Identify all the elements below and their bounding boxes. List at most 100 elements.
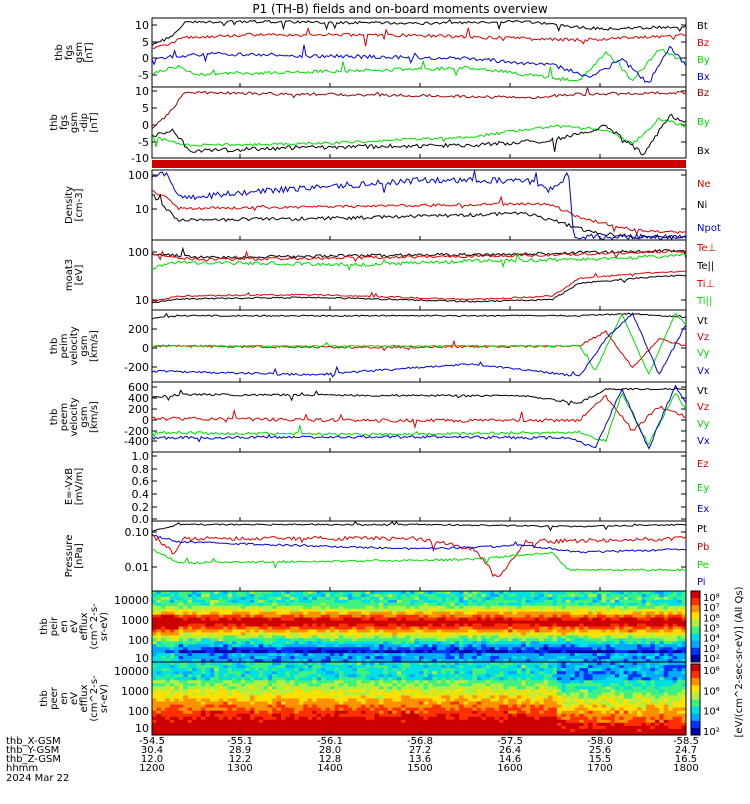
spectro-cell [637, 600, 642, 603]
spectro-cell [477, 702, 482, 705]
spectro-cell [615, 641, 620, 644]
spectro-cell [677, 656, 682, 659]
spectro-cell [183, 627, 188, 630]
spectro-cell [437, 699, 442, 702]
bt-line [152, 20, 686, 46]
spectro-cell [308, 632, 313, 635]
spectro-cell [326, 683, 331, 686]
spectro-cell [366, 638, 371, 641]
spectro-cell [464, 683, 469, 686]
spectro-cell [392, 723, 397, 726]
spectro-cell [406, 711, 411, 714]
spectro-cell [375, 594, 380, 597]
spectro-cell [486, 621, 491, 624]
spectro-cell [490, 708, 495, 711]
spectro-cell [357, 692, 362, 695]
spectro-cell [161, 629, 166, 632]
spectro-cell [156, 629, 161, 632]
spectro-cell [383, 609, 388, 612]
spectro-cell [245, 665, 250, 668]
spectro-cell [619, 641, 624, 644]
spectro-cell [330, 683, 335, 686]
spectro-cell [183, 674, 188, 677]
spectro-cell [490, 680, 495, 683]
spectro-cell [188, 723, 193, 726]
spectro-cell [566, 627, 571, 630]
spectro-cell [312, 720, 317, 723]
spectro-cell [277, 647, 282, 650]
spectro-cell [664, 609, 669, 612]
spectro-cell [241, 708, 246, 711]
spectro-cell [455, 591, 460, 594]
spectro-cell [223, 695, 228, 698]
spectro-cell [321, 671, 326, 674]
spectro-cell [161, 671, 166, 674]
spectro-cell [348, 705, 353, 708]
spectro-cell [366, 677, 371, 680]
spectro-cell [375, 635, 380, 638]
spectro-cell [455, 627, 460, 630]
bz-line [152, 28, 686, 49]
spectro-cell [232, 674, 237, 677]
spectro-cell [339, 665, 344, 668]
spectro-cell [352, 695, 357, 698]
spectro-cell [290, 711, 295, 714]
spectro-cell [410, 692, 415, 695]
spectro-cell [633, 653, 638, 656]
spectro-cell [495, 662, 500, 665]
spectro-cell [161, 683, 166, 686]
spectro-cell [223, 708, 228, 711]
spectro-cell [659, 629, 664, 632]
spectro-cell [232, 644, 237, 647]
spectro-cell [357, 705, 362, 708]
spectro-cell [446, 641, 451, 644]
spectro-cell [517, 647, 522, 650]
spectro-cell [170, 612, 175, 615]
spectro-cell [615, 647, 620, 650]
spectro-cell [517, 627, 522, 630]
spectro-cell [446, 665, 451, 668]
spectro-cell [655, 591, 660, 594]
spectro-cell [504, 609, 509, 612]
spectro-cell [210, 665, 215, 668]
spectro-cell [410, 683, 415, 686]
spectro-cell [343, 680, 348, 683]
spectro-cell [375, 671, 380, 674]
spectro-cell [232, 618, 237, 621]
spectro-cell [410, 668, 415, 671]
spectro-cell [464, 635, 469, 638]
spectro-cell [459, 705, 464, 708]
spectro-cell [566, 621, 571, 624]
spectro-cell [281, 729, 286, 732]
spectro-cell [557, 647, 562, 650]
spectro-cell [477, 612, 482, 615]
spectro-cell [254, 677, 259, 680]
spectro-cell [165, 726, 170, 729]
spectro-cell [317, 644, 322, 647]
spectro-cell [508, 618, 513, 621]
spectro-cell [152, 635, 157, 638]
spectro-cell [464, 702, 469, 705]
spectro-cell [170, 720, 175, 723]
spectro-cell [539, 609, 544, 612]
spectro-cell [410, 591, 415, 594]
spectro-cell [361, 632, 366, 635]
spectro-cell [419, 612, 424, 615]
spectro-cell [254, 638, 259, 641]
spectro-cell [366, 653, 371, 656]
spectro-cell [593, 612, 598, 615]
spectro-cell [294, 680, 299, 683]
spectro-cell [343, 594, 348, 597]
spectro-cell [326, 650, 331, 653]
spectro-cell [214, 600, 219, 603]
spectro-cell [472, 723, 477, 726]
spectro-cell [673, 647, 678, 650]
spectro-cell [183, 641, 188, 644]
bz-dip-line [152, 88, 686, 129]
spectro-cell [339, 624, 344, 627]
spectro-cell [548, 647, 553, 650]
spectro-cell [441, 621, 446, 624]
spectro-cell [179, 647, 184, 650]
spectro-cell [326, 686, 331, 689]
